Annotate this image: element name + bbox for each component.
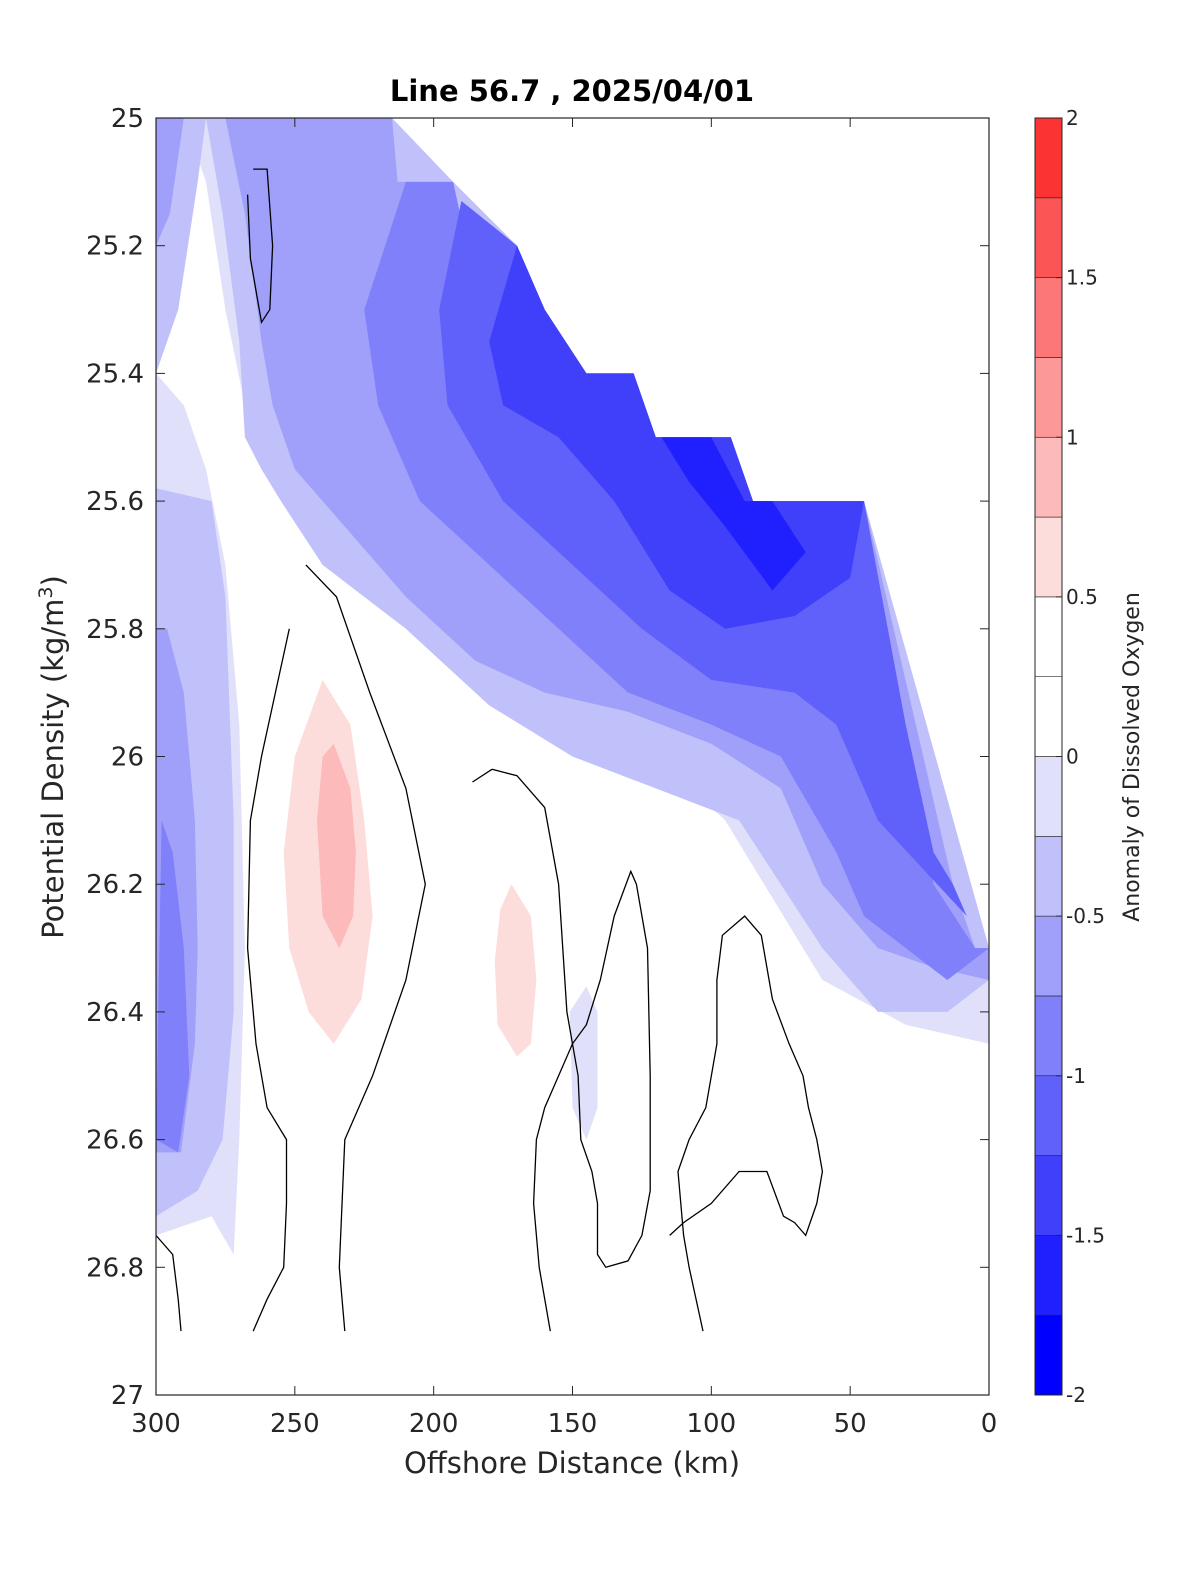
zero-contour-line <box>156 1234 182 1332</box>
y-tick-label: 25.6 <box>86 487 144 517</box>
positive-anomaly-region <box>494 884 537 1057</box>
colorbar-tick-label: -2 <box>1066 1383 1086 1407</box>
x-tick-label: 50 <box>834 1409 867 1439</box>
positive-anomaly-region <box>317 743 356 949</box>
colorbar-swatch <box>1034 357 1063 438</box>
colorbar-tick-label: 0 <box>1066 745 1079 769</box>
colorbar-swatch <box>1034 995 1063 1077</box>
colorbar-swatch <box>1034 277 1063 358</box>
colorbar-swatch <box>1034 436 1063 518</box>
y-axis-label-suffix: ) <box>36 575 70 586</box>
colorbar-swatch <box>1034 1235 1063 1316</box>
colorbar-tick-label: -1 <box>1066 1064 1086 1088</box>
x-tick-label: 100 <box>687 1409 737 1439</box>
y-axis-label-main: Potential Density (kg/m <box>36 599 70 939</box>
colorbar-swatch <box>1034 676 1063 757</box>
colorbar-swatch <box>1034 836 1063 917</box>
colorbar-tick-label: 1.5 <box>1066 266 1098 290</box>
x-tick-label: 300 <box>131 1409 181 1439</box>
colorbar-swatch <box>1034 596 1063 677</box>
colorbar-label: Anomaly of Dissolved Oxygen <box>1120 592 1145 922</box>
colorbar-tick-label: 1 <box>1066 425 1079 449</box>
zero-contour-line <box>491 768 651 1332</box>
y-tick-label: 25 <box>111 104 144 134</box>
zero-contour-line <box>472 768 493 783</box>
y-tick-label: 26 <box>111 743 144 773</box>
chart-title: Line 56.7 , 2025/04/01 <box>390 74 754 108</box>
x-tick-label: 200 <box>409 1409 459 1439</box>
y-tick-label: 25.2 <box>86 232 144 262</box>
y-tick-label: 26.6 <box>86 1126 144 1156</box>
zero-contour-line <box>669 915 824 1332</box>
y-axis: 25 25.2 25.4 25.6 25.8 26 26.2 26.4 26.6 26.8 27 <box>86 104 989 1411</box>
negative-anomaly-region <box>156 118 184 246</box>
x-axis-label: Offshore Distance (km) <box>404 1446 740 1480</box>
colorbar: -2 -1.5 -1 -0.5 0 0.5 1 1.5 2 <box>1034 106 1105 1407</box>
y-tick-label: 26.4 <box>86 998 144 1028</box>
colorbar-tick-label: -1.5 <box>1066 1223 1105 1247</box>
colorbar-swatch <box>1034 197 1063 278</box>
colorbar-tick-label: -0.5 <box>1066 904 1105 928</box>
positive-anomaly-region <box>666 1050 676 1089</box>
zero-contour-line <box>246 628 290 1332</box>
zero-contour-lines <box>156 168 824 1332</box>
negative-anomaly-region <box>156 820 190 1153</box>
y-axis-label: Potential Density (kg/m3) <box>35 575 70 939</box>
negative-anomaly-region <box>661 437 806 591</box>
x-tick-label: 0 <box>981 1409 998 1439</box>
zero-contour-line <box>246 168 274 325</box>
x-tick-label: 150 <box>548 1409 598 1439</box>
colorbar-swatch <box>1034 1155 1063 1236</box>
colorbar-swatch <box>1034 915 1063 997</box>
x-tick-label: 250 <box>270 1409 320 1439</box>
y-axis-label-superscript: 3 <box>35 586 57 598</box>
colorbar-swatch <box>1034 756 1063 837</box>
y-tick-label: 25.4 <box>86 359 144 389</box>
zero-contour-line <box>305 564 426 1332</box>
colorbar-swatch <box>1034 516 1063 598</box>
contour-fills <box>156 118 989 1255</box>
colorbar-tick-label: 0.5 <box>1066 585 1098 609</box>
y-tick-label: 25.8 <box>86 615 144 645</box>
negative-anomaly-region <box>569 986 598 1140</box>
colorbar-swatch <box>1034 117 1063 199</box>
colorbar-swatch <box>1034 1314 1063 1396</box>
y-tick-label: 26.8 <box>86 1253 144 1283</box>
colorbar-swatch <box>1034 1075 1063 1156</box>
colorbar-tick-label: 2 <box>1066 106 1079 130</box>
x-axis: 300 250 200 150 100 50 0 <box>131 118 997 1439</box>
y-tick-label: 27 <box>111 1381 144 1411</box>
y-tick-label: 26.2 <box>86 870 144 900</box>
